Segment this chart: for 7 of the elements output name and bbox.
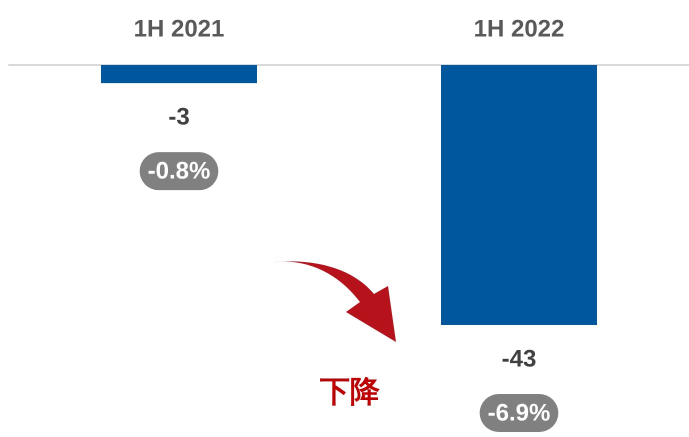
data-label: -3 xyxy=(168,104,190,131)
text: -6.9% xyxy=(488,400,550,426)
annotation: -0.8% xyxy=(148,158,210,185)
text: 下降 xyxy=(319,374,380,410)
x-tick-label: 1H 2021 xyxy=(134,16,224,42)
x-tick-label: 1H 2022 xyxy=(474,16,564,42)
data-label: -43 xyxy=(502,346,536,372)
